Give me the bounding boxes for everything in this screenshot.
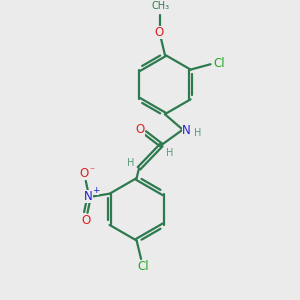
Text: H: H: [166, 148, 173, 158]
Text: H: H: [194, 128, 202, 138]
Text: O: O: [80, 167, 89, 180]
Text: H: H: [127, 158, 134, 168]
Text: ⁻: ⁻: [90, 166, 95, 176]
Text: O: O: [136, 122, 145, 136]
Text: N: N: [182, 124, 190, 137]
Text: O: O: [154, 26, 164, 39]
Text: N: N: [84, 190, 93, 203]
Text: CH₃: CH₃: [151, 1, 169, 11]
Text: Cl: Cl: [214, 57, 225, 70]
Text: +: +: [92, 186, 99, 195]
Text: O: O: [81, 214, 90, 227]
Text: Cl: Cl: [138, 260, 149, 273]
